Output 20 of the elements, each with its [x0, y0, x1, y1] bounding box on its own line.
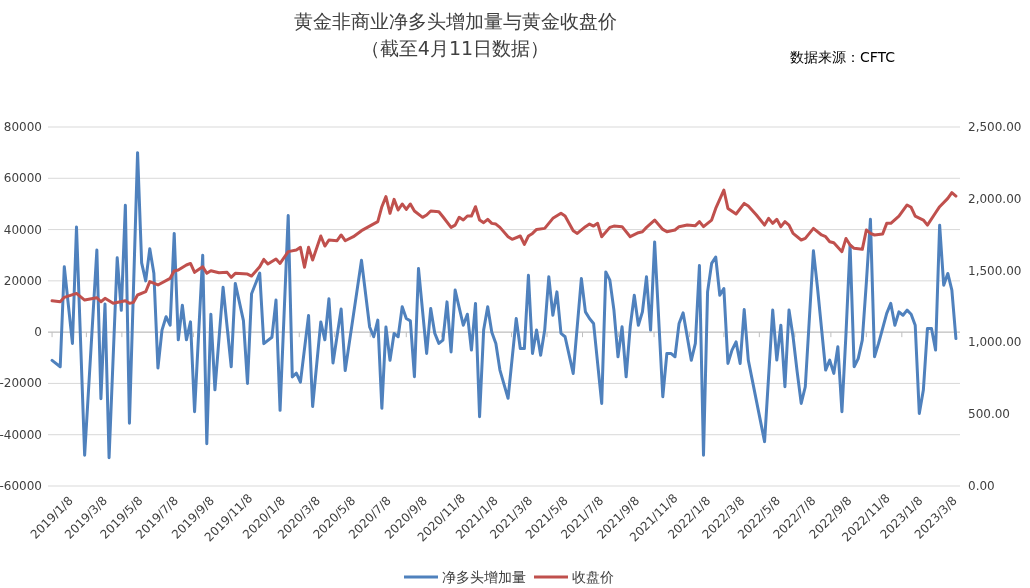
y-tick-label: -60000: [0, 479, 42, 493]
chart-subtitle: （截至4月11日数据）: [360, 37, 550, 59]
source-note: 数据来源：CFTC: [790, 49, 896, 65]
y-tick-label: 60000: [3, 171, 42, 186]
y2-tick-label: 2,000.00: [968, 191, 1022, 206]
y2-tick-label: 500.00: [968, 407, 1010, 422]
y-tick-label: 40000: [3, 222, 42, 237]
y-tick-label: -20000: [0, 376, 42, 391]
y2-tick-label: 1,500.00: [968, 263, 1022, 278]
y2-tick-label: 2,500.00: [968, 120, 1022, 134]
y-tick-label: 20000: [3, 273, 42, 288]
line-series: [50, 188, 958, 305]
chart-title: 黄金非商业净多头增加量与黄金收盘价: [293, 10, 617, 32]
y2-tick-label: 1,000.00: [968, 335, 1022, 350]
legend-label: 收盘价: [572, 569, 614, 585]
y-tick-label: 80000: [3, 120, 42, 134]
legend-label: 净多头增加量: [442, 569, 526, 585]
y2-tick-label: 0.00: [968, 479, 995, 493]
y-tick-label: 0: [34, 325, 42, 340]
y-tick-label: -40000: [0, 427, 42, 442]
